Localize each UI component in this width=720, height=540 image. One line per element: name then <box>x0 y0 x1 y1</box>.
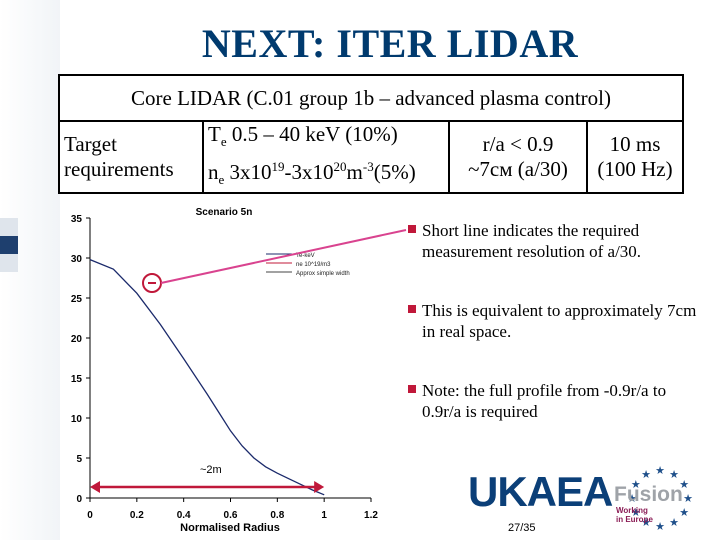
y-axis: 0 5 10 15 20 25 30 35 <box>71 214 91 505</box>
star-icon: ★ <box>679 507 689 519</box>
star-icon: ★ <box>655 465 665 477</box>
legend-entry: Te-keV <box>296 253 315 259</box>
time-line2: (100 Hz) <box>597 157 673 182</box>
ne-value-b: -3x10 <box>284 160 334 185</box>
ne-symbol: n <box>208 160 219 185</box>
star-icon: ★ <box>627 493 637 505</box>
spatial-cell: r/a < 0.9 ~7cм (a/30) <box>448 119 588 195</box>
x-tick-label: 0.2 <box>130 510 144 521</box>
chart-annotations: ~2m <box>90 229 407 493</box>
x-tick-label: 0.8 <box>270 510 284 521</box>
ukaea-logo: UKAEA <box>468 468 613 515</box>
bullet-list: Short line indicates the required measur… <box>408 220 708 460</box>
ne-exponent-3: -3 <box>362 159 374 175</box>
x-tick-label: 1.2 <box>364 510 378 521</box>
x-tick-label: 1 <box>321 510 327 521</box>
x-tick-label: 0 <box>87 510 93 521</box>
bullet-marker <box>408 385 416 393</box>
working-in-europe-text: Working in Europe <box>616 506 653 524</box>
y-tick-label: 20 <box>71 334 83 345</box>
decor-square-1 <box>0 218 18 236</box>
fusion-logo-text: Fusion <box>614 483 683 506</box>
time-line1: 10 ms <box>609 132 661 157</box>
bullet-item: Note: the full profile from -0.9r/a to 0… <box>408 380 708 422</box>
decor-square-3 <box>0 254 18 272</box>
requirements-table: Core LIDAR (C.01 group 1b – advanced pla… <box>58 74 684 195</box>
bullet-text: Short line indicates the required measur… <box>422 221 642 261</box>
te-subscript: e <box>220 134 227 150</box>
range-arrow-left-head <box>90 481 100 493</box>
te-symbol: T <box>208 122 221 146</box>
chart-legend: Te-keV ne 10^19/m3 Approx simple width <box>266 253 350 277</box>
star-icon: ★ <box>631 507 641 519</box>
bullet-marker <box>408 225 416 233</box>
subtitle-cell: Core LIDAR (C.01 group 1b – advanced pla… <box>58 74 684 122</box>
ne-exponent-2: 20 <box>333 159 347 175</box>
y-tick-label: 5 <box>76 454 82 465</box>
label-cell: Target requirements <box>58 119 204 195</box>
label-line2: requirements <box>64 157 174 182</box>
tagline-line2: in Europe <box>616 515 653 524</box>
y-tick-label: 10 <box>71 414 83 425</box>
star-icon: ★ <box>669 517 679 529</box>
te-requirement: Te 0.5 – 40 keV (10%) <box>208 122 444 154</box>
star-icon: ★ <box>641 517 651 529</box>
bullet-text: Note: the full profile from -0.9r/a to 0… <box>422 381 667 421</box>
te-value: 0.5 – 40 keV (10%) <box>226 122 398 146</box>
spatial-line2: ~7cм (a/30) <box>468 157 568 182</box>
left-decoration-bar <box>0 0 60 540</box>
bullet-marker <box>408 305 416 313</box>
x-tick-label: 0.6 <box>224 510 238 521</box>
time-cell: 10 ms (100 Hz) <box>586 119 684 195</box>
decor-square-2 <box>0 236 18 254</box>
star-icon: ★ <box>631 479 641 491</box>
bullet-item: Short line indicates the required measur… <box>408 220 708 262</box>
y-tick-label: 35 <box>71 214 83 225</box>
subtitle: Core LIDAR (C.01 group 1b – advanced pla… <box>131 85 611 110</box>
star-icon: ★ <box>683 493 693 505</box>
y-tick-label: 0 <box>76 494 82 505</box>
legend-entry: Approx simple width <box>296 271 350 277</box>
eu-stars-icon: ★ ★★★★★★★★★★★ <box>627 465 693 532</box>
bullet-item: This is equivalent to approximately 7cm … <box>408 300 708 342</box>
legend-entry: ne 10^19/m3 <box>296 262 331 268</box>
series-line-te <box>89 258 325 496</box>
star-icon: ★ <box>669 469 679 481</box>
x-axis: 0 0.2 0.4 0.6 0.8 1 1.2 <box>87 497 378 521</box>
ne-requirement: ne 3x1019-3x1020m-3(5%) <box>208 154 444 192</box>
x-tick-label: 0.4 <box>177 510 191 521</box>
range-arrow-right-head <box>314 481 325 493</box>
y-tick-label: 15 <box>71 374 83 385</box>
y-tick-label: 25 <box>71 294 83 305</box>
pointer-line <box>160 229 407 284</box>
label-line1: Target <box>64 132 117 157</box>
spatial-line1: r/a < 0.9 <box>482 132 554 157</box>
star-icon: ★ <box>655 521 665 532</box>
tagline-line1: Working <box>616 506 648 515</box>
star-icon: ★ <box>641 469 651 481</box>
y-tick-label: 30 <box>71 254 83 265</box>
page-number: 27/35 <box>508 522 536 534</box>
ne-exponent-1: 19 <box>271 159 285 175</box>
chart-series <box>89 258 325 496</box>
chart-title: Scenario 5n <box>196 207 253 218</box>
slide-title: NEXT: ITER LIDAR <box>201 21 579 66</box>
ne-subscript: e <box>218 172 225 188</box>
param-cell: Te 0.5 – 40 keV (10%) ne 3x1019-3x1020m-… <box>202 119 450 195</box>
bullet-text: This is equivalent to approximately 7cm … <box>422 301 697 341</box>
star-icon: ★ <box>679 479 689 491</box>
ne-value-a: 3x10 <box>224 160 272 185</box>
ne-value-d: (5%) <box>373 160 416 185</box>
ne-value-c: m <box>346 160 363 185</box>
x-axis-label: Normalised Radius <box>180 522 280 534</box>
range-label: ~2m <box>200 464 222 476</box>
